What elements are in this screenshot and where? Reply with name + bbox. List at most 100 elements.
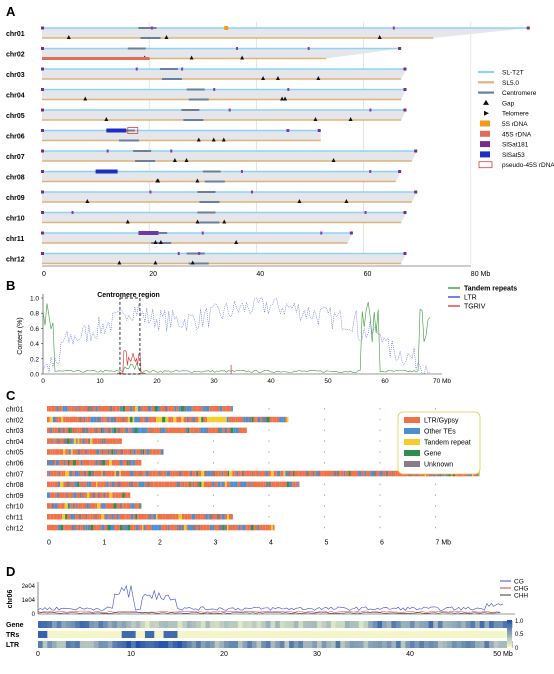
heat-cell-gene <box>270 621 276 628</box>
segment-chr01 <box>143 406 146 412</box>
chrom-label-c-chr02: chr02 <box>6 417 24 424</box>
panel-label-a: A <box>6 4 16 19</box>
segment-chr10 <box>50 503 52 509</box>
heat-cell-ltr <box>326 641 332 648</box>
segment-chr12 <box>151 524 155 531</box>
chrom-label-c-chr07: chr07 <box>6 471 24 478</box>
segment-chr09 <box>96 492 98 498</box>
segment-chr07 <box>326 470 329 477</box>
segment-chr04 <box>87 438 91 444</box>
heat-cell-trs <box>312 631 318 638</box>
segment-chr08 <box>63 481 67 488</box>
segment-chr07 <box>198 470 202 477</box>
segment-chr06 <box>51 460 55 466</box>
segment-chr05 <box>77 449 81 455</box>
segment-chr11 <box>212 514 215 520</box>
sat-mark-chr06-1 <box>286 129 289 132</box>
segment-chr07 <box>370 470 374 477</box>
segment-chr12 <box>51 524 55 531</box>
panel-c-centromere-composition: chr01chr02chr03chr04chr05chr06chr07chr08… <box>6 406 481 547</box>
segment-chr06 <box>127 460 129 466</box>
segment-chr01 <box>104 406 108 412</box>
segment-chr11 <box>83 514 86 520</box>
segment-chr07 <box>331 470 334 477</box>
segment-chr12 <box>169 524 171 531</box>
segment-chr12 <box>264 524 266 531</box>
segment-chr12 <box>113 524 116 531</box>
heat-cell-trs <box>242 631 248 638</box>
guide-dot-c-6-0 <box>379 408 381 410</box>
segment-chr02 <box>67 416 70 423</box>
guide-dot-c-5-8 <box>324 494 325 496</box>
segment-chr03 <box>180 427 183 434</box>
panel-a-karyotype: chr01chr02chr03chr04chr05chr06chr07chr08… <box>6 22 554 278</box>
pseudo-45s-box <box>127 127 139 134</box>
segment-chr07 <box>63 470 66 477</box>
segment-chr07 <box>375 470 378 477</box>
segment-chr01 <box>183 406 187 412</box>
heat-cell-gene <box>61 621 67 628</box>
segment-chr01 <box>225 406 227 412</box>
segment-chr03 <box>165 427 169 434</box>
heat-cell-gene <box>279 621 285 628</box>
heat-cell-ltr <box>386 641 392 648</box>
segment-chr12 <box>238 524 241 531</box>
segment-chr12 <box>216 524 219 531</box>
segment-chr09 <box>53 492 55 498</box>
segment-chr01 <box>171 406 174 412</box>
segment-chr07 <box>79 470 84 477</box>
colorbar-tick-0: 1.0 <box>515 619 524 625</box>
heat-cell-gene <box>396 621 401 628</box>
segment-chr11 <box>113 514 117 520</box>
segment-chr08 <box>122 481 126 488</box>
segment-chr08 <box>269 481 272 488</box>
segment-chr02 <box>215 416 218 423</box>
y-tick-b-0: 0.0 <box>30 372 39 379</box>
segment-chr11 <box>92 514 96 520</box>
segment-chr07 <box>70 470 73 477</box>
heat-cell-trs <box>386 631 392 638</box>
heat-cell-ltr <box>140 641 146 648</box>
segment-chr12 <box>141 524 144 531</box>
segment-chr07 <box>221 470 224 477</box>
segment-chr07 <box>155 470 157 477</box>
segment-chr07 <box>86 470 89 477</box>
legend-swatch-c-2 <box>404 439 420 445</box>
heat-cell-trs <box>363 631 369 638</box>
y-tick-b-3: 0.6 <box>30 326 39 333</box>
segment-chr03 <box>57 427 61 434</box>
gap-marker-chr12-2 <box>153 260 158 265</box>
heat-cell-gene <box>419 621 425 628</box>
segment-chr02 <box>63 416 66 423</box>
heat-cell-gene <box>131 621 136 628</box>
segment-chr08 <box>164 481 167 488</box>
segment-chr03 <box>142 427 146 434</box>
segment-chr10 <box>67 503 69 509</box>
segment-chr10 <box>92 503 96 509</box>
legend-swatch-c-4 <box>404 461 420 467</box>
segment-chr08 <box>221 481 224 488</box>
segment-chr10 <box>131 503 135 509</box>
segment-chr08 <box>214 481 218 488</box>
segment-chr06 <box>111 460 116 466</box>
segment-chr02 <box>119 416 123 423</box>
segment-chr05 <box>156 449 160 455</box>
segment-chr03 <box>198 427 201 434</box>
segment-chr11 <box>149 514 152 520</box>
heat-cell-trs <box>70 631 76 638</box>
segment-chr08 <box>50 481 53 488</box>
heat-cell-trs <box>400 631 406 638</box>
segment-chr02 <box>223 416 225 423</box>
segment-chr07 <box>178 470 182 477</box>
heat-cell-gene <box>461 621 467 628</box>
chrom-label-c-chr03: chr03 <box>6 428 24 435</box>
telomere-left-chr04 <box>41 88 44 91</box>
segment-chr02 <box>261 416 264 423</box>
segment-chr07 <box>280 470 284 477</box>
gap-marker-chr06-0 <box>221 137 226 142</box>
segment-chr08 <box>297 481 299 488</box>
segment-chr03 <box>156 427 160 434</box>
legend-label-b-1: LTR <box>464 295 477 302</box>
heat-cell-ltr <box>284 641 290 648</box>
segment-chr11 <box>95 514 97 520</box>
